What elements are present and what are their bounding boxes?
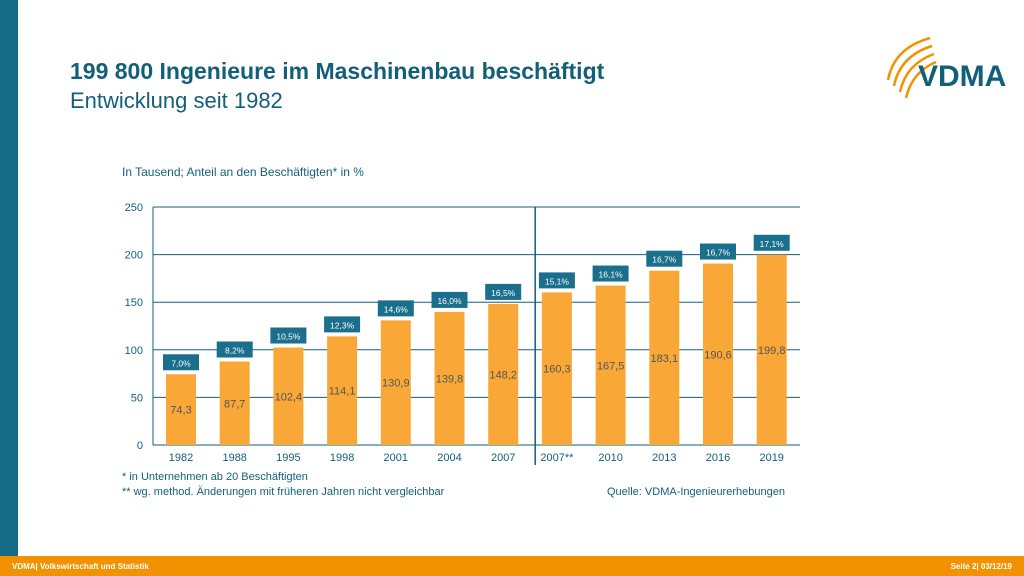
footer-bar: VDMA| Volkswirtschaft und Statistik Seit…: [0, 556, 1024, 576]
value-label: 130,9: [382, 378, 410, 390]
value-label: 102,4: [275, 391, 303, 403]
share-label: 7,0%: [171, 358, 191, 368]
share-label-box: [753, 234, 790, 251]
share-label-box: [377, 300, 414, 317]
x-tick-label: 1998: [330, 452, 354, 464]
svg-text:VDMA: VDMA: [918, 60, 1006, 93]
value-label: 190,6: [704, 349, 732, 361]
share-label-box: [592, 265, 629, 282]
x-tick-label: 2004: [437, 452, 461, 464]
bar: [219, 361, 250, 445]
vdma-logo: VDMA: [886, 36, 1006, 99]
y-tick-label: 50: [131, 392, 143, 404]
bar: [273, 347, 304, 445]
bar: [649, 270, 680, 445]
page-subtitle: Entwicklung seit 1982: [70, 88, 283, 113]
share-label-box: [700, 243, 736, 260]
bar: [166, 374, 196, 445]
share-label-box: [431, 291, 468, 308]
value-label: 74,3: [170, 405, 191, 417]
footnote-star: * in Unternehmen ab 20 Beschäftigten: [122, 471, 308, 483]
value-label: 139,8: [436, 373, 464, 385]
x-tick-label: 2010: [598, 452, 622, 464]
x-tick-label: 2001: [384, 452, 408, 464]
value-label: 114,1: [329, 386, 356, 398]
x-tick-label: 2007: [491, 452, 515, 464]
footer-right: Seite 2| 03/12/19: [950, 562, 1012, 571]
x-tick-label: 2019: [759, 452, 783, 464]
bar: [703, 263, 733, 445]
share-label: 17,1%: [760, 239, 785, 249]
share-label-box: [324, 316, 361, 333]
share-label: 15,1%: [545, 276, 570, 286]
share-label-box: [216, 341, 253, 358]
footer-left: VDMA| Volkswirtschaft und Statistik: [12, 562, 149, 571]
page-title: 199 800 Ingenieure im Maschinenbau besch…: [70, 58, 605, 84]
value-label: 183,1: [651, 353, 679, 365]
value-label: 167,5: [597, 360, 625, 372]
bar: [541, 292, 572, 445]
y-axis-label: In Tausend; Anteil an den Beschäftigten*…: [122, 165, 364, 179]
share-label: 16,0%: [437, 296, 462, 306]
x-tick-label: 2007**: [540, 452, 574, 464]
bar: [488, 303, 519, 445]
share-label: 16,5%: [491, 288, 516, 298]
share-label: 10,5%: [276, 332, 301, 342]
y-tick-label: 0: [137, 440, 143, 452]
sidebar-accent: [0, 0, 18, 556]
y-tick-label: 200: [125, 250, 143, 262]
x-tick-label: 1995: [276, 452, 300, 464]
value-label: 148,2: [489, 369, 517, 381]
x-tick-label: 1988: [222, 452, 246, 464]
bar-chart: 0 50 100 150 200 250 74,3 7,0% 1982 87,7 8,2% 1988 1…: [125, 202, 800, 465]
value-label: 160,3: [543, 364, 571, 376]
footnote-double-star: ** wg. method. Änderungen mit früheren J…: [122, 486, 445, 498]
x-tick-label: 1982: [169, 452, 193, 464]
value-label: 199,8: [758, 345, 786, 357]
share-label-box: [485, 283, 522, 300]
share-label: 8,2%: [225, 346, 245, 356]
source-note: Quelle: VDMA-Ingenieurerhebungen: [607, 486, 785, 498]
share-label: 16,7%: [652, 255, 677, 265]
x-tick-label: 2016: [706, 452, 730, 464]
share-label-box: [646, 250, 683, 267]
share-label-box: [538, 272, 575, 289]
share-label: 14,6%: [384, 304, 409, 314]
y-tick-label: 150: [125, 297, 143, 309]
share-label: 16,7%: [706, 248, 731, 258]
bar: [756, 254, 787, 445]
bar: [327, 336, 358, 445]
share-label: 12,3%: [330, 320, 355, 330]
bar: [380, 320, 411, 445]
share-label-box: [270, 327, 307, 344]
share-label: 16,1%: [599, 270, 624, 280]
bar: [595, 285, 626, 445]
value-label: 87,7: [224, 398, 245, 410]
x-tick-label: 2013: [652, 452, 676, 464]
y-tick-label: 250: [125, 202, 143, 214]
y-tick-label: 100: [125, 345, 143, 357]
bar: [434, 311, 465, 445]
share-label-box: [163, 354, 199, 371]
